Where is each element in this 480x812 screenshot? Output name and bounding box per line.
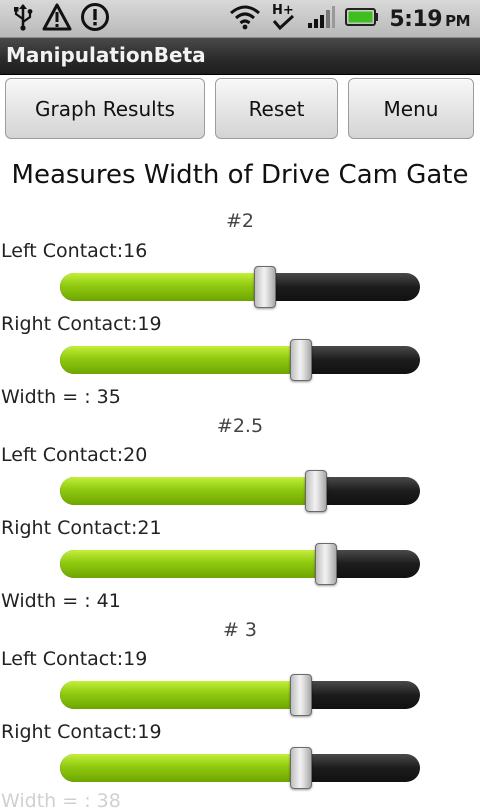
reset-button[interactable]: Reset: [215, 78, 338, 139]
left-contact-label: Left Contact:16: [1, 240, 148, 262]
hplus-data-icon: H+: [271, 2, 297, 36]
wifi-icon: [229, 4, 261, 34]
app-title-bar: ManipulationBeta: [0, 38, 480, 75]
right-contact-label: Right Contact:21: [1, 517, 162, 539]
left-contact-slider[interactable]: [60, 674, 420, 716]
page-heading: Measures Width of Drive Cam Gate: [11, 160, 469, 190]
battery-icon: [345, 7, 379, 31]
slider-thumb[interactable]: [290, 339, 312, 381]
section-title-3: # 3: [222, 619, 258, 641]
alert-icon: [80, 2, 110, 36]
left-contact-label: Left Contact:20: [1, 444, 148, 466]
slider-thumb[interactable]: [254, 266, 276, 308]
left-contact-label: Left Contact:19: [1, 648, 148, 670]
slider-thumb[interactable]: [290, 747, 312, 789]
slider-fill: [60, 550, 326, 578]
slider-thumb[interactable]: [315, 543, 337, 585]
slider-track: [60, 273, 420, 301]
left-contact-slider[interactable]: [60, 470, 420, 512]
warning-icon: [42, 3, 72, 35]
right-contact-label: Right Contact:19: [1, 721, 162, 743]
slider-fill: [60, 754, 301, 782]
slider-thumb[interactable]: [290, 674, 312, 716]
status-time: 5:19 PM: [389, 6, 470, 32]
usb-icon: [12, 3, 34, 35]
right-contact-slider[interactable]: [60, 339, 420, 381]
left-contact-slider[interactable]: [60, 266, 420, 308]
section-title-2: #2: [225, 210, 254, 232]
right-contact-slider[interactable]: [60, 543, 420, 585]
slider-track: [60, 477, 420, 505]
signal-icon: [307, 5, 336, 33]
slider-track: [60, 550, 420, 578]
slider-fill: [60, 273, 265, 301]
menu-button[interactable]: Menu: [348, 78, 474, 139]
graph-results-button[interactable]: Graph Results: [5, 78, 205, 139]
slider-thumb[interactable]: [305, 470, 327, 512]
right-contact-label: Right Contact:19: [1, 313, 162, 335]
width-readout: Width = : 38: [1, 790, 121, 812]
slider-fill: [60, 477, 316, 505]
svg-text:H+: H+: [272, 3, 294, 18]
slider-track: [60, 346, 420, 374]
section-title-2-5: #2.5: [216, 415, 264, 437]
slider-track: [60, 681, 420, 709]
app-title: ManipulationBeta: [6, 43, 206, 67]
width-readout: Width = : 41: [1, 590, 121, 612]
status-bar: H+ 5:19 PM: [0, 0, 480, 38]
right-contact-slider[interactable]: [60, 747, 420, 789]
button-row: Graph Results Reset Menu: [0, 76, 480, 142]
slider-fill: [60, 681, 301, 709]
slider-track: [60, 754, 420, 782]
width-readout: Width = : 35: [1, 386, 121, 408]
slider-fill: [60, 346, 301, 374]
